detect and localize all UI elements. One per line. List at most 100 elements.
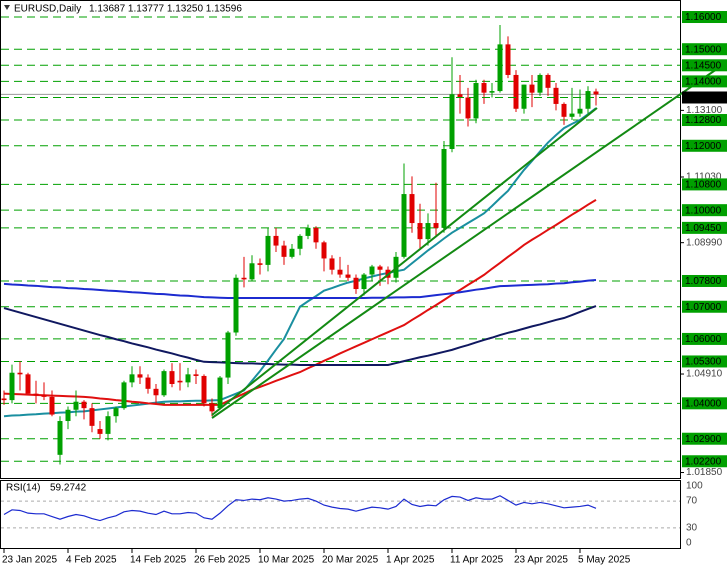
- rsi-line: [3, 495, 597, 522]
- candle-body: [185, 374, 191, 383]
- rsi-tick-label: 70: [686, 496, 698, 507]
- candle-body: [97, 429, 103, 434]
- trendline: [211, 61, 727, 419]
- candle-body: [545, 74, 551, 88]
- candle-body: [417, 223, 423, 240]
- candle-body: [481, 83, 487, 93]
- level-label-box: [682, 114, 727, 127]
- candle-body: [465, 97, 471, 119]
- level-label: 1.10000: [685, 205, 722, 216]
- candle-body: [129, 374, 135, 383]
- candle-body: [273, 235, 279, 246]
- price-pane: [0, 0, 681, 479]
- y-tick-label: 1.08990: [686, 237, 723, 248]
- candle-body: [361, 274, 367, 290]
- candle-body: [257, 263, 263, 265]
- x-tick-label: 5 May 2025: [578, 555, 631, 566]
- level-label-box: [682, 432, 727, 445]
- candle-body: [401, 194, 407, 257]
- candle-body: [569, 113, 575, 117]
- candle-body: [121, 382, 127, 409]
- candle-body: [521, 84, 527, 109]
- level-label: 1.12000: [685, 141, 722, 152]
- candle-body: [137, 374, 143, 378]
- candle-body: [49, 396, 55, 415]
- level-label-box: [682, 455, 727, 468]
- level-label: 1.09450: [685, 223, 722, 234]
- x-tick-label: 1 Apr 2025: [386, 555, 435, 566]
- x-tick-label: 10 Mar 2025: [258, 555, 315, 566]
- candle-body: [457, 94, 463, 98]
- level-label: 1.05300: [685, 357, 722, 368]
- candle-body: [249, 263, 255, 280]
- rsi-pane: [0, 480, 681, 549]
- candle-body: [497, 44, 503, 92]
- candle-body: [553, 87, 559, 104]
- candle-body: [305, 227, 311, 236]
- candle-body: [537, 74, 543, 93]
- header-icon: [4, 5, 10, 10]
- x-tick-label: 4 Feb 2025: [66, 555, 117, 566]
- candle-body: [25, 374, 31, 394]
- level-label: 1.10800: [685, 180, 722, 191]
- candle-body: [377, 266, 383, 270]
- candle-body: [73, 401, 79, 410]
- candle-body: [153, 388, 159, 396]
- candle-body: [345, 274, 351, 278]
- x-tick-label: 14 Feb 2025: [130, 555, 187, 566]
- candle-body: [225, 332, 231, 378]
- trendline: [211, 107, 598, 416]
- rsi-title: RSI(14): [6, 483, 40, 494]
- candle-body: [425, 223, 431, 240]
- level-label: 1.06000: [685, 334, 722, 345]
- candle-body: [433, 223, 439, 228]
- candle-body: [1, 398, 7, 401]
- candle-body: [217, 377, 223, 409]
- candle-body: [529, 84, 535, 93]
- x-tick-label: 26 Feb 2025: [194, 555, 251, 566]
- candle-body: [449, 94, 455, 149]
- candle-body: [505, 44, 511, 75]
- candle-body: [321, 242, 327, 259]
- candle-body: [57, 421, 63, 455]
- candle-body: [17, 372, 23, 375]
- candle-body: [89, 408, 95, 426]
- level-label-box: [682, 221, 727, 234]
- moving-average: [3, 107, 597, 418]
- level-label: 1.04000: [685, 398, 722, 409]
- symbol-title: EURUSD,Daily: [14, 4, 81, 15]
- candle-body: [441, 149, 447, 228]
- candle-body: [337, 269, 343, 275]
- moving-average: [3, 305, 597, 367]
- candle-body: [209, 403, 215, 412]
- candle-body: [473, 83, 479, 119]
- candle-body: [329, 258, 335, 270]
- level-label-box: [682, 59, 727, 72]
- candle-body: [113, 408, 119, 417]
- candle-body: [561, 103, 567, 117]
- level-label: 1.16000: [685, 12, 722, 23]
- level-label-box: [682, 178, 727, 191]
- candle-body: [353, 277, 359, 290]
- level-label-box: [682, 332, 727, 345]
- rsi-value: 59.2742: [50, 483, 87, 494]
- candle-body: [313, 227, 319, 243]
- candle-body: [81, 401, 87, 409]
- candle-body: [9, 372, 15, 401]
- level-label-box: [682, 204, 727, 217]
- candle-body: [145, 377, 151, 389]
- level-label: 1.12800: [685, 115, 722, 126]
- candle-body: [593, 91, 599, 95]
- candle-body: [169, 371, 175, 384]
- y-tick-label: 1.04910: [686, 369, 723, 380]
- level-label-box: [682, 355, 727, 368]
- y-tick-label: 1.01850: [686, 467, 723, 478]
- rsi-tick-label: 100: [686, 481, 703, 492]
- candle-body: [33, 393, 39, 396]
- candle-body: [193, 374, 199, 376]
- candle-body: [585, 91, 591, 109]
- level-label: 1.14000: [685, 77, 722, 88]
- candle-body: [281, 245, 287, 257]
- x-tick-label: 20 Mar 2025: [322, 555, 379, 566]
- level-label: 1.02900: [685, 434, 722, 445]
